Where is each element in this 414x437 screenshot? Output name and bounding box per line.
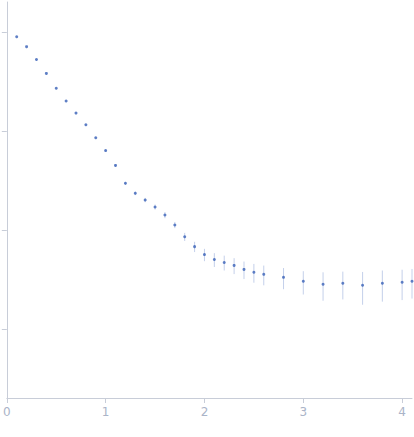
svg-text:1: 1 bbox=[102, 405, 110, 419]
svg-text:2: 2 bbox=[201, 405, 209, 419]
svg-text:3: 3 bbox=[299, 405, 307, 419]
svg-text:0: 0 bbox=[3, 405, 11, 419]
svg-text:4: 4 bbox=[398, 405, 406, 419]
